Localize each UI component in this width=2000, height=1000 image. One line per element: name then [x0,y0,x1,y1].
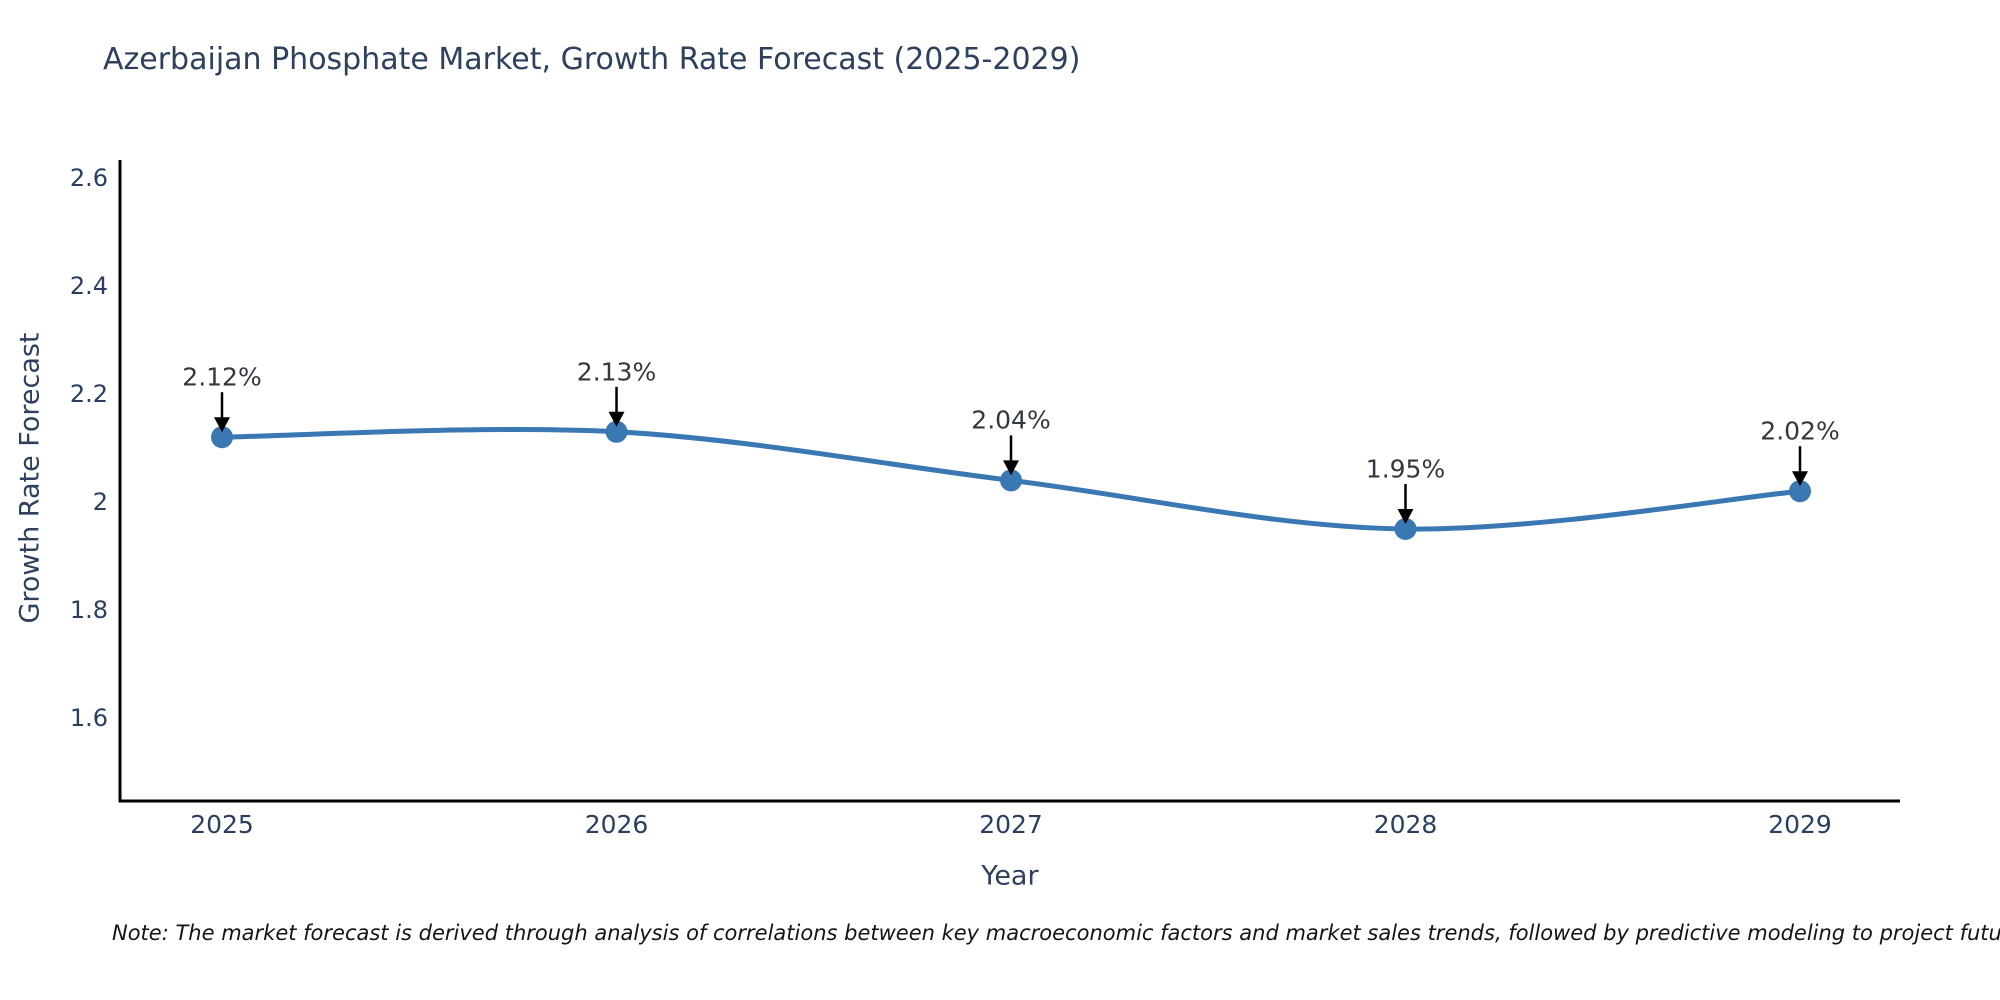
annotation-arrowhead-icon [1397,509,1414,524]
y-tick-label: 1.6 [69,704,108,732]
data-point-2028 [1394,518,1417,540]
x-tick-label: 2026 [584,810,649,839]
point-value-label: 2.04% [971,405,1051,435]
footnote: Note: The market forecast is derived thr… [112,921,2000,945]
y-tick-label: 1.8 [69,596,108,624]
y-tick-label: 2.2 [69,380,108,408]
data-point-2025 [211,426,233,449]
point-value-label: 2.13% [576,357,657,387]
annotation-arrowhead-icon [1003,460,1019,476]
annotation-arrowhead-icon [608,411,625,427]
point-value-label: 1.95% [1365,454,1446,484]
x-tick-label: 2025 [190,810,254,839]
y-tick-label: 2.4 [69,272,108,300]
data-point-2027 [1000,469,1022,492]
x-tick-label: 2027 [979,810,1043,839]
annotation-arrowhead-icon [214,417,230,433]
x-axis-title: Year [981,860,1039,892]
x-tick-label: 2029 [1768,810,1832,839]
data-point-2029 [1789,480,1811,503]
point-value-label: 2.12% [182,362,262,392]
data-point-2026 [605,420,628,443]
point-value-label: 2.02% [1760,416,1840,446]
annotation-arrowhead-icon [1792,471,1808,487]
y-tick-label: 2.6 [69,164,108,192]
x-tick-label: 2028 [1373,810,1438,839]
chart-title: Azerbaijan Phosphate Market, Growth Rate… [103,42,1081,77]
y-tick-label: 2 [92,488,108,516]
